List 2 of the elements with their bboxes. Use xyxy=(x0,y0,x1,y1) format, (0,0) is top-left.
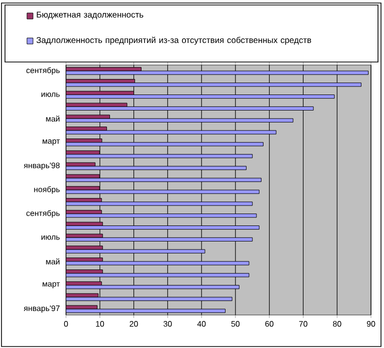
legend-label: Задлолженность предприятий из-за отсутствия собственных средств xyxy=(36,36,312,45)
legend-label: Бюджетная задолженность xyxy=(36,12,144,20)
